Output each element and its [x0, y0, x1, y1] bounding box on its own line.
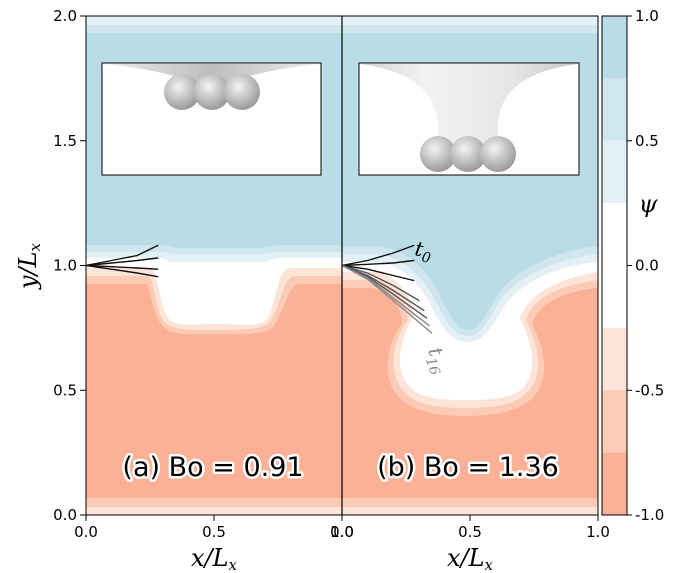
colorbar-tick-label: -0.5 [635, 381, 664, 399]
colorbar-band [602, 390, 627, 453]
y-tick-label: 1.0 [53, 257, 77, 275]
contact-line-track [342, 264, 433, 334]
y-tick-label: 0.5 [53, 381, 77, 399]
panel-b-top-band-1 [342, 16, 598, 25]
contact-line-track [86, 257, 159, 267]
x-axis-ticks: 0.0 0.5 1.00.0 0.5 1.0 [74, 515, 610, 541]
panel-b-top-band-2 [342, 25, 598, 33]
inset-b-meniscus [360, 64, 578, 148]
contact-line-track [86, 264, 159, 270]
panel-a-top-band-1 [86, 16, 342, 25]
inset-a [101, 62, 322, 176]
colorbar-tick-label: -1.0 [635, 506, 664, 524]
panel-a-contact-line-tracks [86, 244, 159, 278]
x-axis-label-a: x/Lx [191, 544, 238, 573]
y-axis-ticks: 0.0 0.5 1.0 1.5 2.0 [53, 7, 86, 524]
inset-b-sphere-middle [450, 136, 486, 172]
contact-line-track [342, 244, 415, 267]
x-tick-label: 1.0 [330, 523, 354, 541]
inset-a-sphere-middle [194, 74, 230, 110]
track-label-first: t0 [412, 236, 434, 267]
colorbar [602, 16, 627, 515]
colorbar-ticks: 1.0 0.5 0.0 -0.5 -1.0 [627, 7, 664, 524]
x-axis-label-b: x/Lx [447, 544, 494, 573]
y-axis-label: y/Lx [14, 242, 44, 290]
colorbar-band [602, 203, 627, 266]
colorbar-band [602, 452, 627, 515]
contact-line-track [86, 264, 159, 278]
panel-b [342, 16, 598, 515]
colorbar-band [602, 140, 627, 204]
colorbar-tick-label: 0.5 [635, 132, 659, 150]
panel-b-gas-core [342, 288, 598, 515]
panel-b-bottom-band-2 [342, 507, 598, 515]
panel-a-gas-core [86, 284, 342, 515]
y-tick-label: 0.0 [53, 506, 77, 524]
inset-a-sphere-left [164, 74, 200, 110]
x-tick-label: 0.0 [74, 523, 98, 541]
colorbar-band [602, 327, 627, 391]
y-tick-label: 1.5 [53, 132, 77, 150]
panel-a-bottom-band-1 [86, 498, 342, 507]
panel-a-bottom-band-2 [86, 507, 342, 515]
x-tick-label: 0.5 [202, 523, 226, 541]
colorbar-band [602, 78, 627, 141]
panel-a-label: (a) Bo = 0.91 [122, 452, 303, 483]
inset-b [358, 62, 580, 176]
contact-line-track [342, 259, 415, 267]
panel-b-bottom-band-1 [342, 498, 598, 507]
panel-a-top-band-2 [86, 25, 342, 33]
contact-line-track [342, 264, 420, 302]
panel-b-contact-line-tracks [342, 244, 433, 334]
inset-b-sphere-right [480, 136, 516, 172]
inset-b-sphere-left [420, 136, 456, 172]
y-tick-label: 2.0 [53, 7, 77, 25]
contact-line-track [86, 244, 159, 267]
panel-b-label: (b) Bo = 1.36 [377, 452, 559, 483]
x-tick-label: 1.0 [586, 523, 610, 541]
colorbar-band [602, 265, 627, 328]
panel-a [86, 16, 342, 515]
colorbar-label: ψ [639, 190, 659, 218]
contact-line-track [342, 264, 415, 282]
inset-a-sphere-right [224, 74, 260, 110]
colorbar-tick-label: 0.0 [635, 257, 659, 275]
x-tick-label: 0.5 [458, 523, 482, 541]
x-tick-label: 0.0 [330, 523, 354, 541]
colorbar-band [602, 16, 627, 79]
colorbar-tick-label: 1.0 [635, 7, 659, 25]
